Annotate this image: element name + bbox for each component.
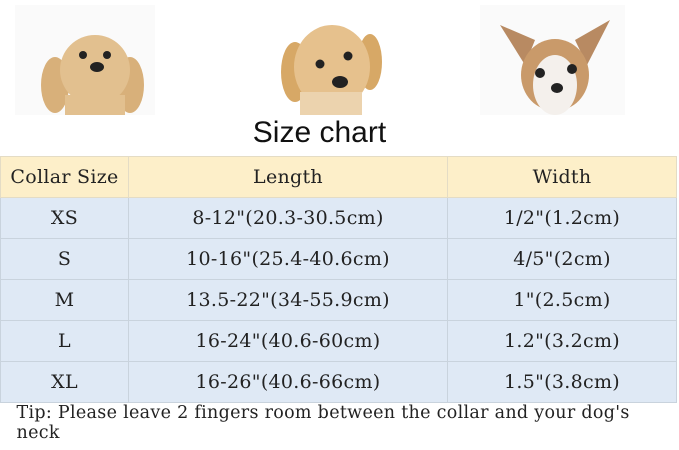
- width-cell: 4/5"(2cm): [447, 238, 677, 280]
- cocker-spaniel-puppy-photo: [15, 5, 155, 115]
- table-row: XL 16-26"(40.6-66cm) 1.5"(3.8cm): [0, 361, 677, 403]
- table-row: S 10-16"(25.4-40.6cm) 4/5"(2cm): [0, 238, 677, 280]
- tip-row: Tip: Please leave 2 fingers room between…: [0, 402, 677, 443]
- size-cell: XL: [0, 361, 129, 403]
- tip-text: Tip: Please leave 2 fingers room between…: [0, 402, 677, 443]
- size-cell: L: [0, 320, 129, 362]
- size-cell: M: [0, 279, 129, 321]
- header-length: Length: [128, 156, 448, 198]
- width-cell: 1.2"(3.2cm): [447, 320, 677, 362]
- length-cell: 13.5-22"(34-55.9cm): [128, 279, 448, 321]
- header-row: Collar Size Length Width: [0, 156, 677, 198]
- golden-retriever-puppy-photo: [281, 25, 382, 115]
- size-cell: S: [0, 238, 129, 280]
- chart-title: Size chart: [252, 116, 387, 149]
- width-cell: 1/2"(1.2cm): [447, 197, 677, 239]
- header-width: Width: [447, 156, 677, 198]
- length-cell: 8-12"(20.3-30.5cm): [128, 197, 448, 239]
- table-row: XS 8-12"(20.3-30.5cm) 1/2"(1.2cm): [0, 197, 677, 239]
- size-table: Collar Size Length Width XS 8-12"(20.3-30…: [0, 156, 677, 443]
- chihuahua-photo: [480, 5, 625, 115]
- size-cell: XS: [0, 197, 129, 239]
- table-row: M 13.5-22"(34-55.9cm) 1"(2.5cm): [0, 279, 677, 321]
- table-row: L 16-24"(40.6-60cm) 1.2"(3.2cm): [0, 320, 677, 362]
- width-cell: 1"(2.5cm): [447, 279, 677, 321]
- header-collar-size: Collar Size: [0, 156, 129, 198]
- length-cell: 16-26"(40.6-66cm): [128, 361, 448, 403]
- length-cell: 10-16"(25.4-40.6cm): [128, 238, 448, 280]
- width-cell: 1.5"(3.8cm): [447, 361, 677, 403]
- length-cell: 16-24"(40.6-60cm): [128, 320, 448, 362]
